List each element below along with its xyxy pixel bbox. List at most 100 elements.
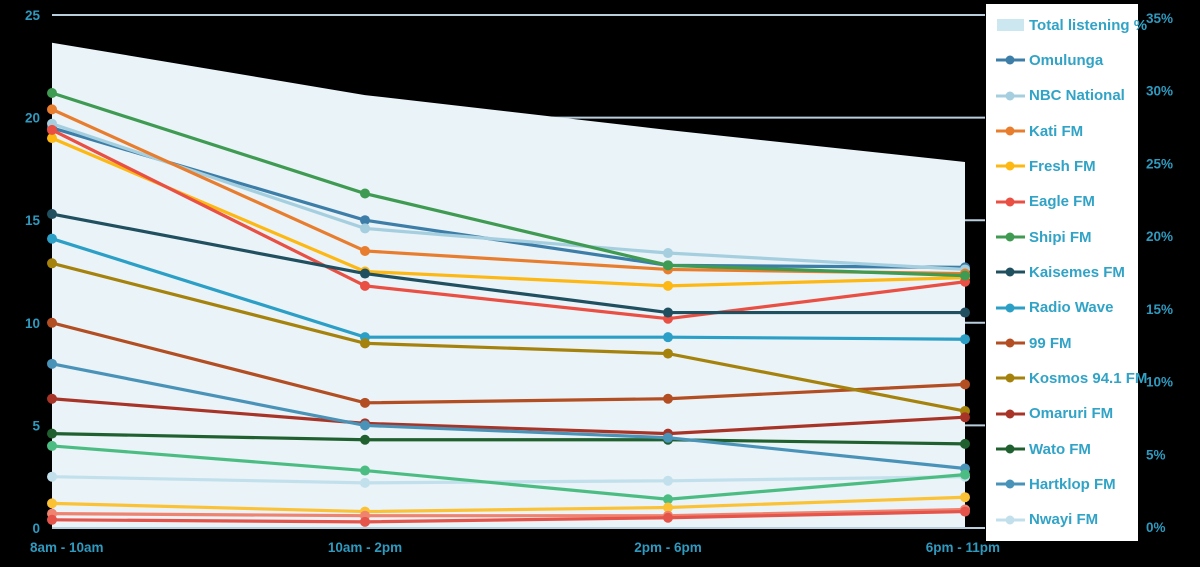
data-point [360,477,370,488]
series-line [50,362,967,471]
legend-item-kosmos-94-1-fm: Kosmos 94.1 FM [996,363,1147,393]
legend-line-swatch-icon [996,265,1028,279]
series-line [50,495,967,514]
data-point [360,420,370,431]
series-line [50,136,967,288]
legend-item-99-fm: 99 FM [996,328,1136,358]
left-axis-tick-15: 15 [25,213,41,228]
legend-label: Kaisemes FM [1029,263,1125,281]
left-axis-tick-5: 5 [32,418,40,433]
x-axis-label-0: 8am - 10am [30,540,104,555]
data-point [360,268,370,279]
data-point [360,280,370,291]
legend-label: NBC National [1029,87,1125,105]
right-axis-tick-25: 25% [1146,156,1173,171]
data-point [360,397,370,408]
legend-label: Eagle FM [1029,193,1095,211]
right-axis-tick-10: 10% [1146,375,1173,390]
legend-line-swatch-icon [996,371,1028,385]
legend-item-kaisemes-fm: Kaisemes FM [996,257,1136,287]
right-axis-tick-15: 15% [1146,302,1173,317]
data-point [960,469,970,480]
data-point [960,412,970,423]
area-total-listening [52,42,965,527]
legend-label: Total listening % [1029,16,1148,34]
legend-line-swatch-icon [996,195,1028,209]
data-point [663,502,673,513]
data-point [663,248,673,259]
legend-line-swatch-icon [996,89,1028,103]
legend-label: Omaruri FM [1029,405,1114,423]
right-axis-tick-5: 5% [1146,447,1166,462]
legend-line-swatch-icon [996,301,1028,315]
data-point [663,512,673,523]
x-axis-label-1: 10am - 2pm [328,540,402,555]
data-point [960,270,970,281]
legend-label: Hartklop FM [1029,475,1116,493]
x-axis-label-2: 2pm - 6pm [634,540,702,555]
legend-item-fresh-fm: Fresh FM [996,151,1136,181]
data-point [360,223,370,234]
data-point [360,245,370,256]
legend-item-wato-fm: Wato FM [996,434,1136,464]
data-point [663,332,673,343]
data-point [360,434,370,445]
data-point [47,471,57,482]
data-point [960,492,970,503]
data-point [960,334,970,345]
legend-label: Omulunga [1029,51,1104,69]
series-line [50,509,967,524]
series-wato-fm [47,428,970,449]
left-axis-tick-25: 25 [25,8,41,23]
series-line [50,507,967,518]
x-axis-label-3: 6pm - 11pm [926,540,1000,555]
right-axis-tick-35: 35% [1146,11,1173,26]
series-shipi-fm [47,87,970,281]
series-line [50,91,967,278]
legend-label: Nwayi FM [1029,511,1099,529]
legend-label: 99 FM [1029,334,1072,352]
data-point [663,260,673,271]
legend-line-swatch-icon [996,124,1028,138]
data-point [360,465,370,476]
legend-item-nbc-national: NBC National [996,81,1136,111]
legend-line-swatch-icon [996,336,1028,350]
series-nwayi-fm [47,471,970,488]
legend-line-swatch-icon [996,53,1028,67]
series-line [50,261,967,413]
series-line [50,444,967,501]
legend-label: Shipi FM [1029,228,1092,246]
legend-line-swatch-icon [996,513,1028,527]
series-line [50,321,967,405]
data-point [360,215,370,226]
series-line [50,432,967,446]
data-point [47,498,57,509]
legend-label: Kati FM [1029,122,1084,140]
data-point [663,432,673,443]
chart-legend: Total listening % Omulunga NBC National Kat… [986,4,1147,541]
data-point [663,307,673,318]
right-axis-tick-30: 30% [1146,84,1173,99]
data-point [663,348,673,359]
legend-item-shipi-fm: Shipi FM [996,222,1136,252]
legend-item-eagle-fm: Eagle FM [996,187,1136,217]
legend-label: Wato FM [1029,440,1091,458]
legend-label: Radio Wave [1029,299,1114,317]
legend-label: Fresh FM [1029,157,1096,175]
data-point [47,393,57,404]
data-point [960,307,970,318]
right-axis-tick-0: 0% [1146,520,1166,535]
legend-label: Kosmos 94.1 FM [1029,369,1148,387]
legend-item-kati-fm: Kati FM [996,116,1136,146]
series-line [50,237,967,341]
data-point [47,514,57,525]
left-axis-tick-0: 0 [32,521,40,536]
data-point [47,233,57,244]
right-axis-tick-20: 20% [1146,229,1173,244]
legend-item-hartklop-fm: Hartklop FM [996,469,1136,499]
data-point [47,317,57,328]
legend-item-nwayi-fm: Nwayi FM [996,505,1136,535]
data-point [960,379,970,390]
left-axis-tick-10: 10 [25,316,40,331]
